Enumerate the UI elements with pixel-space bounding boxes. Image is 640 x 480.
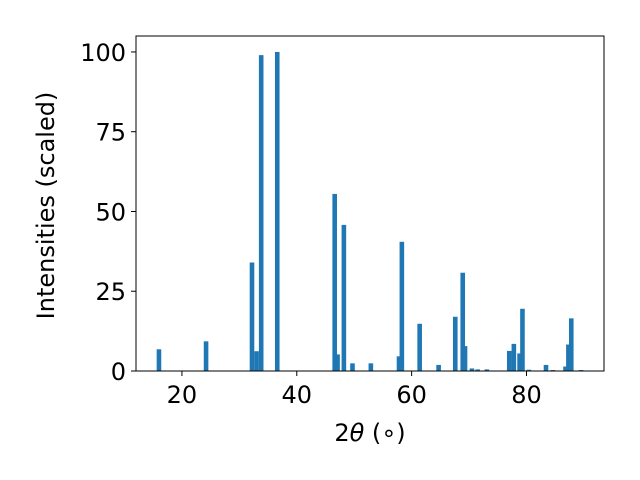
- bar: [566, 344, 571, 371]
- x-tick-label: 40: [282, 381, 313, 409]
- bar: [543, 364, 549, 371]
- x-axis: 20 40 60 80: [167, 371, 542, 409]
- bar: [568, 318, 574, 371]
- bar: [520, 308, 525, 371]
- bar: [511, 343, 517, 371]
- x-tick-label: 60: [396, 381, 427, 409]
- bar: [506, 350, 512, 371]
- bar: [460, 272, 466, 371]
- bar: [350, 363, 355, 371]
- bar: [203, 341, 209, 371]
- bar: [156, 349, 162, 371]
- x-axis-label-symbol: θ: [350, 419, 365, 447]
- bar: [526, 369, 532, 371]
- y-tick-label: 25: [95, 278, 126, 306]
- x-tick-label: 20: [167, 381, 198, 409]
- y-axis: 0 25 50 75 100: [80, 39, 136, 386]
- bar: [563, 366, 568, 371]
- y-tick-label: 0: [111, 358, 126, 386]
- bars-group: [156, 51, 584, 371]
- bar: [341, 224, 347, 371]
- bar: [249, 262, 255, 371]
- x-axis-label-unit: (∘): [364, 419, 405, 447]
- x-tick-label: 80: [511, 381, 542, 409]
- x-axis-label-prefix: 2: [334, 419, 349, 447]
- bar: [396, 356, 402, 371]
- y-tick-label: 75: [95, 119, 126, 147]
- bar: [368, 363, 374, 371]
- y-axis-label: Intensities (scaled): [32, 92, 60, 320]
- bar: [332, 193, 337, 371]
- bar: [399, 241, 405, 371]
- bar: [417, 323, 422, 371]
- bar: [452, 316, 458, 371]
- plot-frame: [135, 35, 605, 372]
- bar: [469, 368, 475, 371]
- bar: [484, 369, 490, 371]
- bar: [254, 351, 259, 371]
- bar: [274, 51, 280, 371]
- bar: [517, 353, 522, 371]
- bar: [462, 346, 468, 371]
- y-tick-label: 100: [80, 39, 126, 67]
- y-tick-label: 50: [95, 198, 126, 226]
- bar: [258, 55, 264, 371]
- bar: [475, 369, 480, 371]
- x-axis-label: 2θ (∘): [334, 419, 405, 447]
- bar: [436, 364, 441, 371]
- bar: [335, 354, 340, 371]
